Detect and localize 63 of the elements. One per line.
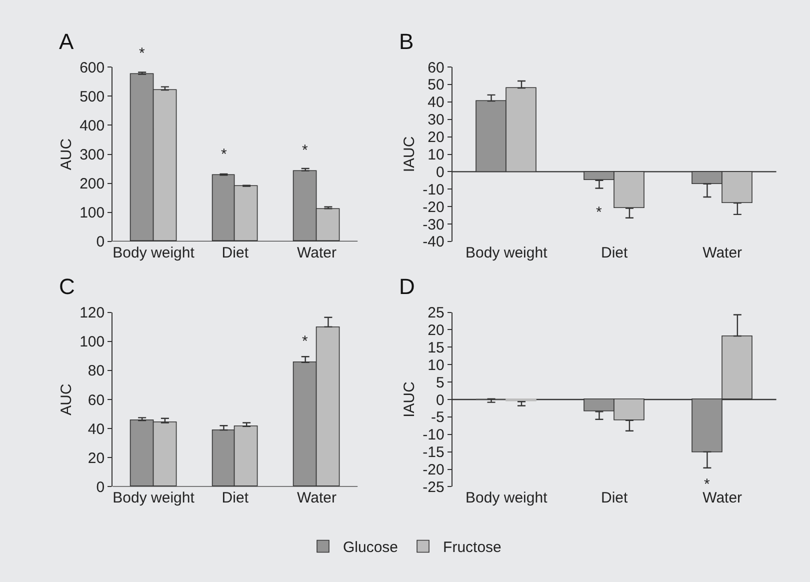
x-tick-label: Body weight [112,490,196,507]
annotation: * [221,146,227,163]
chart-title: B [399,29,414,54]
y-tick-label: -30 [422,216,444,234]
y-tick-label: -20 [422,462,444,479]
x-tick-label: Diet [222,244,250,262]
y-tick-label: 60 [428,59,444,76]
y-tick-label: 200 [80,176,105,193]
y-tick-label: 5 [436,374,444,392]
y-tick-label: 20 [88,450,105,467]
y-tick-label: 25 [428,304,444,322]
bar [506,398,536,402]
y-tick-label: 20 [428,322,444,339]
legend-label: Fructose [443,539,502,556]
y-tick-label: 300 [80,146,105,164]
y-tick-label: 20 [428,129,444,146]
y-tick-label: 0 [436,392,444,409]
y-axis-title: IAUC [400,136,418,172]
y-tick-label: 10 [428,146,444,164]
x-tick-label: Water [297,244,337,262]
x-tick-label: Diet [222,490,250,507]
y-tick-label: 400 [80,117,105,134]
annotation: * [302,333,308,350]
annotation: * [139,45,145,62]
y-tick-label: 0 [436,164,444,181]
y-tick-label: 100 [80,334,105,351]
y-tick-label: -10 [422,181,444,198]
y-tick-label: 50 [428,76,444,94]
x-tick-label: Diet [601,244,629,262]
y-tick-label: -15 [422,444,444,462]
y-tick-label: 60 [88,392,105,409]
x-tick-label: Body weight [466,244,548,262]
y-tick-label: 15 [428,339,444,356]
y-axis-title: AUC [58,384,75,416]
y-tick-label: 40 [428,94,444,112]
chart-title: D [399,274,415,299]
y-tick-label: 30 [428,112,444,129]
y-tick-label: 500 [80,88,105,106]
y-tick-label: -25 [422,478,444,496]
y-axis-title: IAUC [400,381,418,418]
x-tick-label: Diet [601,490,629,507]
annotation: * [302,142,308,159]
chart-title: A [59,29,74,54]
x-tick-label: Body weight [466,490,548,507]
x-tick-label: Body weight [112,244,196,262]
y-tick-label: 0 [96,478,105,496]
x-tick-label: Water [297,490,337,507]
chart-title: C [59,274,75,299]
y-tick-label: 100 [80,204,105,222]
y-axis-title: AUC [58,138,75,170]
y-tick-label: 600 [80,59,105,76]
y-tick-label: -5 [430,409,444,426]
legend-label: Glucose [343,539,398,556]
y-tick-label: 40 [88,420,105,438]
y-tick-label: 0 [96,234,105,251]
y-tick-label: 10 [428,356,444,374]
annotation: * [596,204,602,221]
y-tick-label: 80 [88,362,105,380]
y-tick-label: -10 [422,426,444,444]
y-tick-label: -40 [422,234,444,251]
y-tick-label: -20 [422,198,444,216]
y-tick-label: 120 [80,304,105,322]
x-tick-label: Water [702,244,742,262]
